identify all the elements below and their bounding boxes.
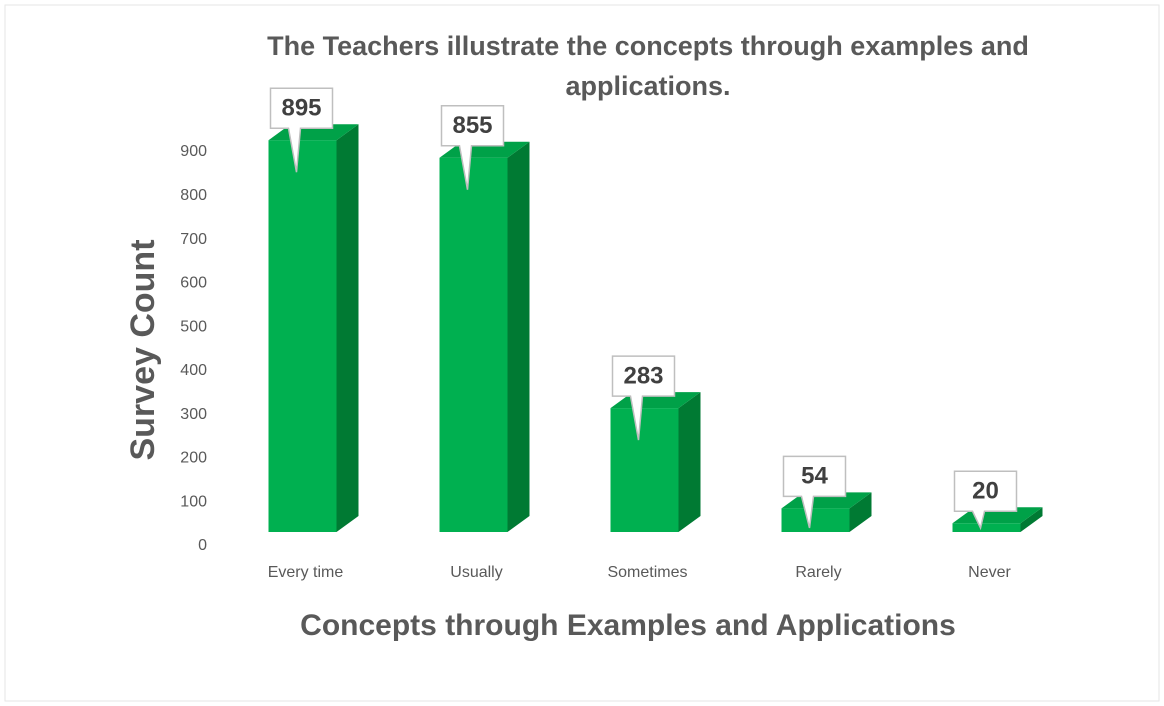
x-axis-title: Concepts through Examples and Applicatio… [300,609,956,642]
data-label-box [269,87,334,173]
y-tick-label: 400 [180,362,207,379]
y-tick-label: 700 [180,231,207,248]
x-tick-label: Usually [450,564,502,581]
data-label: 855 [452,112,492,139]
y-tick-label: 0 [198,537,207,554]
bar-front [439,157,508,532]
bar-side [507,141,530,532]
chart-title: The Teachers illustrate the concepts thr… [267,31,1029,101]
bar: 283 [610,355,701,532]
y-tick-label: 800 [180,187,207,204]
data-label: 54 [801,463,828,490]
x-tick-label: Every time [268,564,344,581]
y-tick-label: 100 [180,493,207,510]
bar-front [781,508,850,532]
y-tick-label: 200 [180,450,207,467]
bar: 20 [952,470,1043,532]
data-label-box [953,470,1018,531]
bar-front [268,140,337,532]
data-label: 895 [281,95,321,122]
chart-frame [4,4,1160,702]
bar-side [336,124,359,532]
y-axis-title: Survey Count [124,239,162,460]
y-tick-label: 300 [180,406,207,423]
data-label: 20 [972,478,999,505]
bar-side [678,392,701,532]
bar: 895 [268,87,359,532]
x-tick-label: Sometimes [607,564,687,581]
x-tick-label: Never [968,564,1011,581]
data-label: 283 [623,362,663,389]
y-tick-label: 600 [180,275,207,292]
bar-side [1020,507,1043,532]
bar: 54 [781,455,872,532]
y-tick-label: 900 [180,143,207,160]
data-label-box [440,104,505,190]
bar-side [849,492,872,532]
x-tick-label: Rarely [795,564,841,581]
y-tick-label: 500 [180,318,207,335]
data-label-box [611,355,676,441]
bar: 855 [439,104,530,532]
data-label-box [782,455,847,529]
bar-front [610,408,679,532]
bar-front [952,523,1021,532]
